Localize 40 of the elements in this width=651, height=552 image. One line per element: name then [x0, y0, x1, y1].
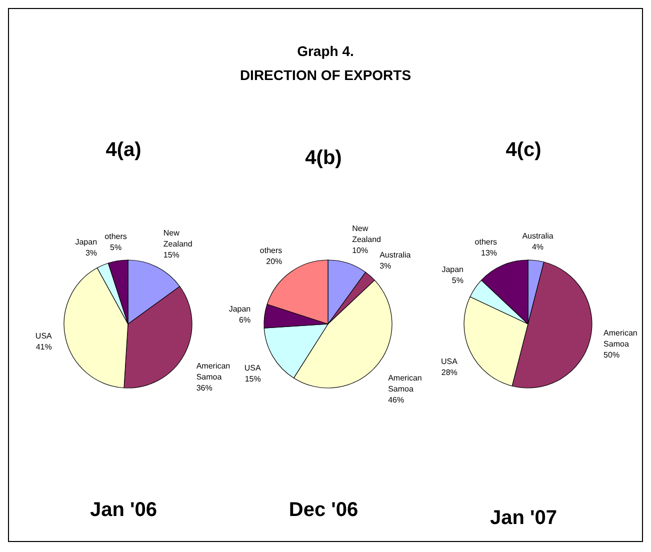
- data-label: 15%: [244, 374, 261, 384]
- slice-label: American Samoa: [196, 362, 230, 382]
- slice-label: Japan: [228, 304, 251, 314]
- slice-label: New Zealand: [163, 228, 192, 248]
- slice-label: USA: [440, 357, 458, 366]
- slice-label: USA: [244, 364, 262, 373]
- slice-label: Japan: [442, 265, 464, 274]
- data-label: 36%: [196, 384, 212, 393]
- slice-label: others: [474, 237, 498, 246]
- data-label: 41%: [36, 342, 52, 352]
- slice-label: Australia: [522, 232, 554, 241]
- slice-label: USA: [35, 332, 53, 341]
- data-label: 4%: [532, 242, 544, 252]
- slice-label: others: [104, 232, 127, 241]
- caption: Graph 4.: [296, 42, 355, 61]
- text: Dec '06: [288, 499, 360, 522]
- slice-label: American Samoa: [388, 374, 422, 394]
- data-label: 15%: [163, 250, 180, 260]
- chart-title: 4(a): [104, 139, 142, 162]
- data-label: 46%: [388, 396, 404, 405]
- chart-title: 4(c): [504, 139, 542, 162]
- data-label: 6%: [239, 316, 251, 325]
- slice-label: Australia: [380, 250, 412, 260]
- data-label: 10%: [352, 246, 368, 255]
- text: Jan '07: [488, 507, 558, 530]
- text: DIRECTION OF EXPORTS: [238, 66, 412, 85]
- data-label: 3%: [85, 248, 98, 258]
- data-label: 13%: [481, 248, 498, 258]
- data-label: 5%: [110, 242, 122, 252]
- slice-label: New Zealand: [352, 224, 382, 244]
- data-label: 50%: [604, 350, 620, 360]
- slice-label: American Samoa: [604, 328, 638, 348]
- text: Jan '06: [88, 499, 158, 522]
- data-label: 3%: [380, 261, 392, 270]
- chart-title: 4(b): [304, 147, 343, 170]
- slice-label: Japan: [75, 237, 98, 246]
- data-label: 28%: [441, 368, 458, 378]
- slice-label: others: [260, 246, 282, 255]
- data-label: 20%: [266, 256, 282, 266]
- data-label: 5%: [452, 276, 464, 286]
